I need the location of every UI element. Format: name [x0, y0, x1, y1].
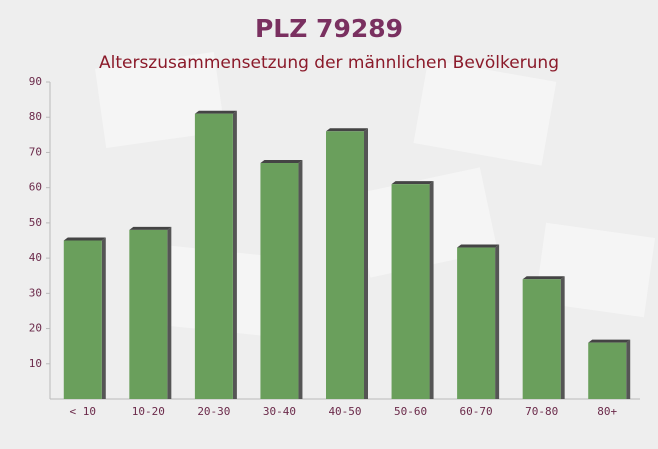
y-tick-label: 30: [29, 286, 42, 299]
bar-shadow: [101, 237, 106, 399]
bar: [588, 342, 627, 399]
bar-shadow: [626, 339, 631, 399]
bar-shadow: [298, 160, 303, 399]
bar-top: [194, 110, 237, 114]
bar-top: [326, 128, 368, 132]
bar-shadow: [167, 226, 172, 399]
bar: [63, 240, 102, 399]
y-tick-label: 10: [29, 357, 42, 370]
bar-top: [260, 160, 303, 164]
bar-shadow: [364, 128, 368, 400]
x-tick-label: 30-40: [263, 405, 296, 418]
x-tick-label: 50-60: [394, 405, 427, 418]
bar-top: [522, 276, 565, 280]
y-tick-label: 70: [29, 145, 42, 158]
y-tick-label: 40: [29, 251, 42, 264]
x-tick-label: < 10: [70, 405, 97, 418]
bar: [194, 113, 233, 399]
x-tick-label: 60-70: [460, 405, 493, 418]
y-tick-label: 90: [29, 75, 42, 88]
x-tick-label: 10-20: [132, 405, 165, 418]
bar: [391, 184, 430, 399]
bar-top: [391, 181, 434, 185]
bar-shadow: [429, 181, 434, 399]
x-tick-label: 40-50: [328, 405, 361, 418]
bar: [129, 229, 168, 399]
bar-top: [63, 237, 106, 241]
y-tick-label: 50: [29, 216, 42, 229]
bar: [260, 163, 299, 399]
bar: [522, 279, 561, 399]
bar-shadow: [232, 110, 237, 399]
bar: [326, 131, 364, 400]
bar-shadow: [560, 276, 565, 399]
x-tick-label: 80+: [597, 405, 617, 418]
background-pattern: [95, 52, 656, 337]
bar-shadow: [495, 244, 500, 399]
y-tick-label: 80: [29, 110, 42, 123]
x-tick-label: 20-30: [197, 405, 230, 418]
bar-top: [457, 244, 500, 248]
bar: [457, 247, 496, 399]
bar-top: [129, 226, 172, 230]
x-tick-label: 70-80: [525, 405, 558, 418]
chart-subtitle: Alterszusammensetzung der männlichen Bev…: [99, 53, 559, 73]
y-tick-label: 60: [29, 181, 42, 194]
bar-top: [588, 339, 631, 343]
y-tick-label: 20: [29, 322, 42, 335]
chart-title: PLZ 79289: [255, 14, 403, 43]
